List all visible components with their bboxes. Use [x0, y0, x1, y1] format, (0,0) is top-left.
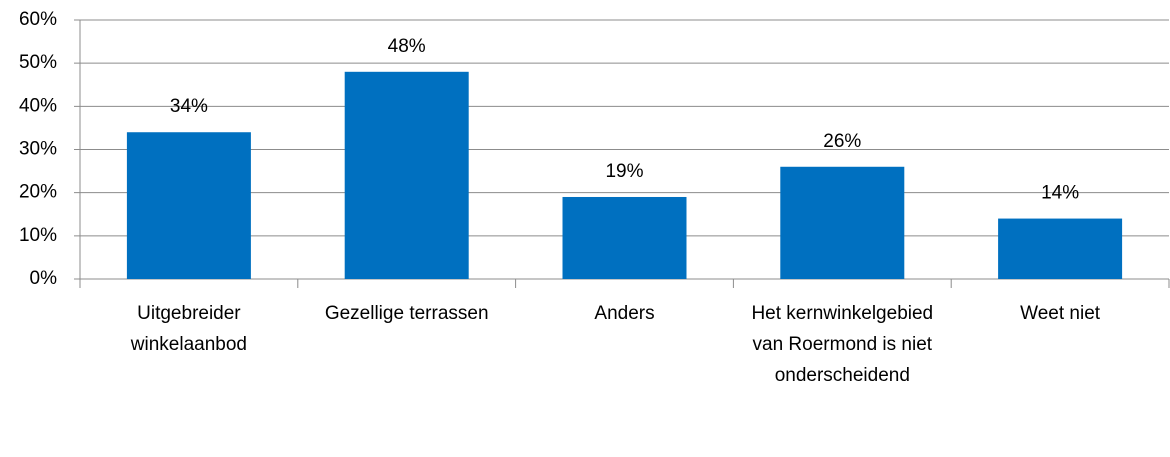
y-tick-label: 10%	[19, 225, 57, 246]
y-tick-label: 60%	[19, 9, 57, 30]
data-label: 48%	[388, 36, 426, 57]
x-tick-label: Anders	[594, 303, 655, 324]
bar	[562, 196, 687, 279]
bar	[126, 132, 251, 279]
data-label: 14%	[1041, 183, 1079, 204]
x-tick-label: Het kernwinkelgebied van Roermond is nie…	[751, 303, 934, 386]
data-label: 34%	[170, 96, 208, 117]
data-label: 19%	[605, 161, 643, 182]
bar	[344, 71, 469, 279]
bar	[998, 218, 1123, 279]
x-tick-label: Weet niet	[1020, 303, 1101, 324]
y-tick-label: 50%	[19, 52, 57, 73]
y-tick-label: 40%	[19, 95, 57, 116]
y-tick-label: 20%	[19, 182, 57, 203]
data-label: 26%	[823, 131, 861, 152]
x-tick-label: Gezellige terrassen	[324, 303, 489, 324]
x-tick-label: Uitgebreider winkelaanbod	[130, 303, 247, 355]
bar	[780, 166, 905, 279]
y-tick-label: 30%	[19, 139, 57, 160]
y-tick-label: 0%	[30, 268, 58, 289]
